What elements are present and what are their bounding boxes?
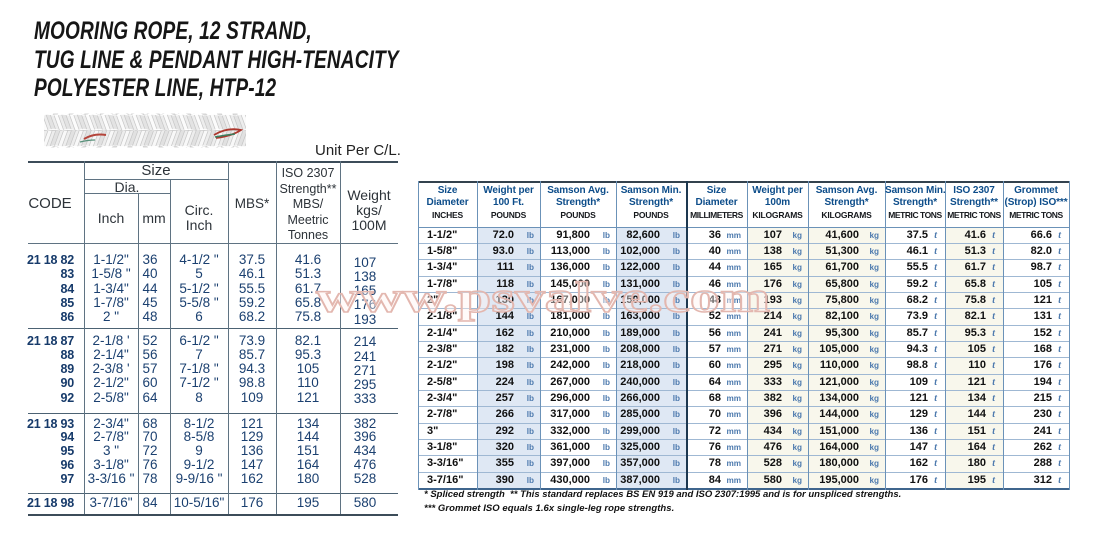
svg-text:www.psvalve.com: www.psvalve.com bbox=[316, 278, 770, 322]
